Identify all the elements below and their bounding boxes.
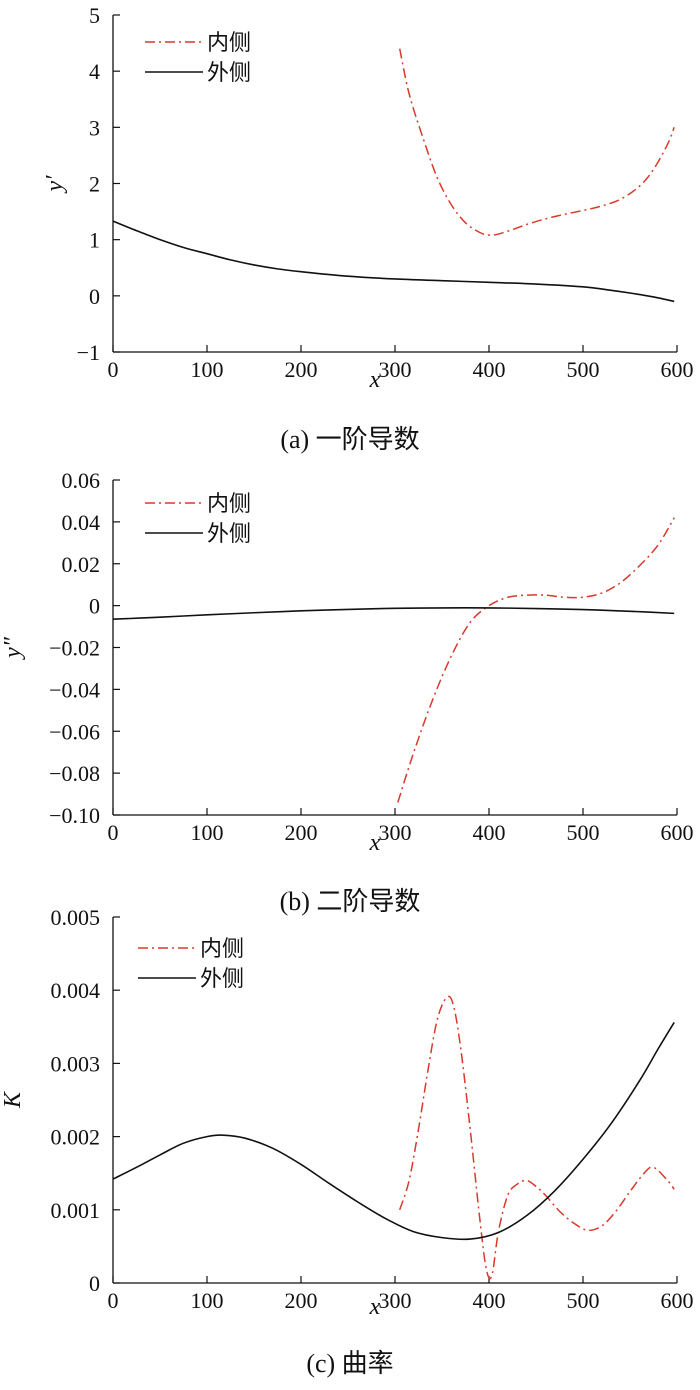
legend-label: 外侧: [207, 522, 251, 547]
y-tick-label: −1: [77, 340, 100, 365]
y-tick-label: 1: [89, 228, 100, 253]
y-tick-label: 0: [89, 284, 100, 309]
x-tick-label: 300: [379, 357, 412, 382]
y-tick-label: 0.005: [51, 905, 101, 930]
y-tick-label: 0.004: [51, 978, 101, 1003]
x-tick-label: 500: [567, 357, 600, 382]
panel-caption: (c) 曲率: [306, 1349, 393, 1378]
x-tick-label: 300: [379, 1288, 412, 1313]
x-tick-label: 200: [285, 820, 318, 845]
y-tick-label: 0.02: [62, 552, 101, 577]
y-tick-label: −0.10: [49, 803, 100, 828]
legend-label: 外侧: [207, 61, 251, 86]
x-tick-label: 400: [473, 1288, 506, 1313]
x-tick-label: 600: [661, 820, 694, 845]
x-axis-label: x: [369, 1294, 381, 1320]
y-tick-label: 3: [89, 115, 100, 140]
legend-label: 内侧: [207, 492, 251, 517]
y-tick-label: 0.04: [62, 510, 101, 535]
y-tick-label: 0.06: [62, 468, 101, 493]
x-tick-label: 600: [661, 357, 694, 382]
y-tick-label: 0.002: [51, 1125, 101, 1150]
y-axis-label: y″: [0, 636, 26, 660]
y-tick-label: 0.003: [51, 1051, 101, 1076]
x-tick-label: 200: [285, 357, 318, 382]
chart-panel-2: 0 100 200 300 400 500 600 −0.10 −0.08 −0.06 −0.04 −…: [0, 468, 694, 916]
x-tick-label: 300: [379, 820, 412, 845]
x-tick-label: 100: [191, 357, 224, 382]
legend-label: 外侧: [200, 967, 244, 992]
y-tick-label: 2: [89, 172, 100, 197]
x-tick-label: 0: [108, 820, 119, 845]
y-tick-label: −0.02: [49, 636, 100, 661]
x-tick-label: 0: [108, 357, 119, 382]
y-tick-label: −0.06: [49, 719, 100, 744]
series-line-inner: [397, 517, 675, 803]
series-line-inner: [398, 995, 675, 1280]
x-tick-label: 200: [285, 1288, 318, 1313]
series-line-outer: [112, 220, 675, 303]
x-tick-label: 500: [567, 820, 600, 845]
y-axis-label: y′: [42, 175, 68, 194]
y-tick-label: −0.08: [49, 761, 100, 786]
panel-caption: (a) 一阶导数: [280, 425, 419, 454]
legend-label: 内侧: [207, 31, 251, 56]
x-axis-label: x: [369, 830, 381, 856]
chart-panel-3: 0 100 200 300 400 500 600 0 0.001 0.002 0.003 0.004…: [0, 905, 694, 1378]
y-tick-label: 4: [89, 59, 100, 84]
x-tick-label: 500: [567, 1288, 600, 1313]
x-tick-label: 600: [661, 1288, 694, 1313]
y-tick-label: −0.04: [49, 677, 100, 702]
x-tick-label: 100: [191, 1288, 224, 1313]
series-line-outer: [112, 607, 675, 621]
y-axis-label: K: [0, 1090, 26, 1109]
x-tick-label: 0: [108, 1288, 119, 1313]
panel-caption: (b) 二阶导数: [280, 887, 421, 916]
chart-panel-1: 0 100 200 300 400 500 600 −1 0 1 2 3 4 5 x y′ (a) 一阶导数 内侧…: [42, 3, 694, 454]
x-tick-label: 400: [473, 820, 506, 845]
y-tick-label: 5: [89, 3, 100, 28]
y-tick-label: 0: [89, 594, 100, 619]
x-tick-label: 400: [473, 357, 506, 382]
series-line-outer: [112, 1021, 675, 1241]
x-tick-label: 100: [191, 820, 224, 845]
series-line-inner: [398, 48, 675, 236]
y-tick-label: 0: [89, 1271, 100, 1296]
x-axis-label: x: [369, 367, 381, 393]
legend-label: 内侧: [200, 937, 244, 962]
y-tick-label: 0.001: [51, 1198, 101, 1223]
